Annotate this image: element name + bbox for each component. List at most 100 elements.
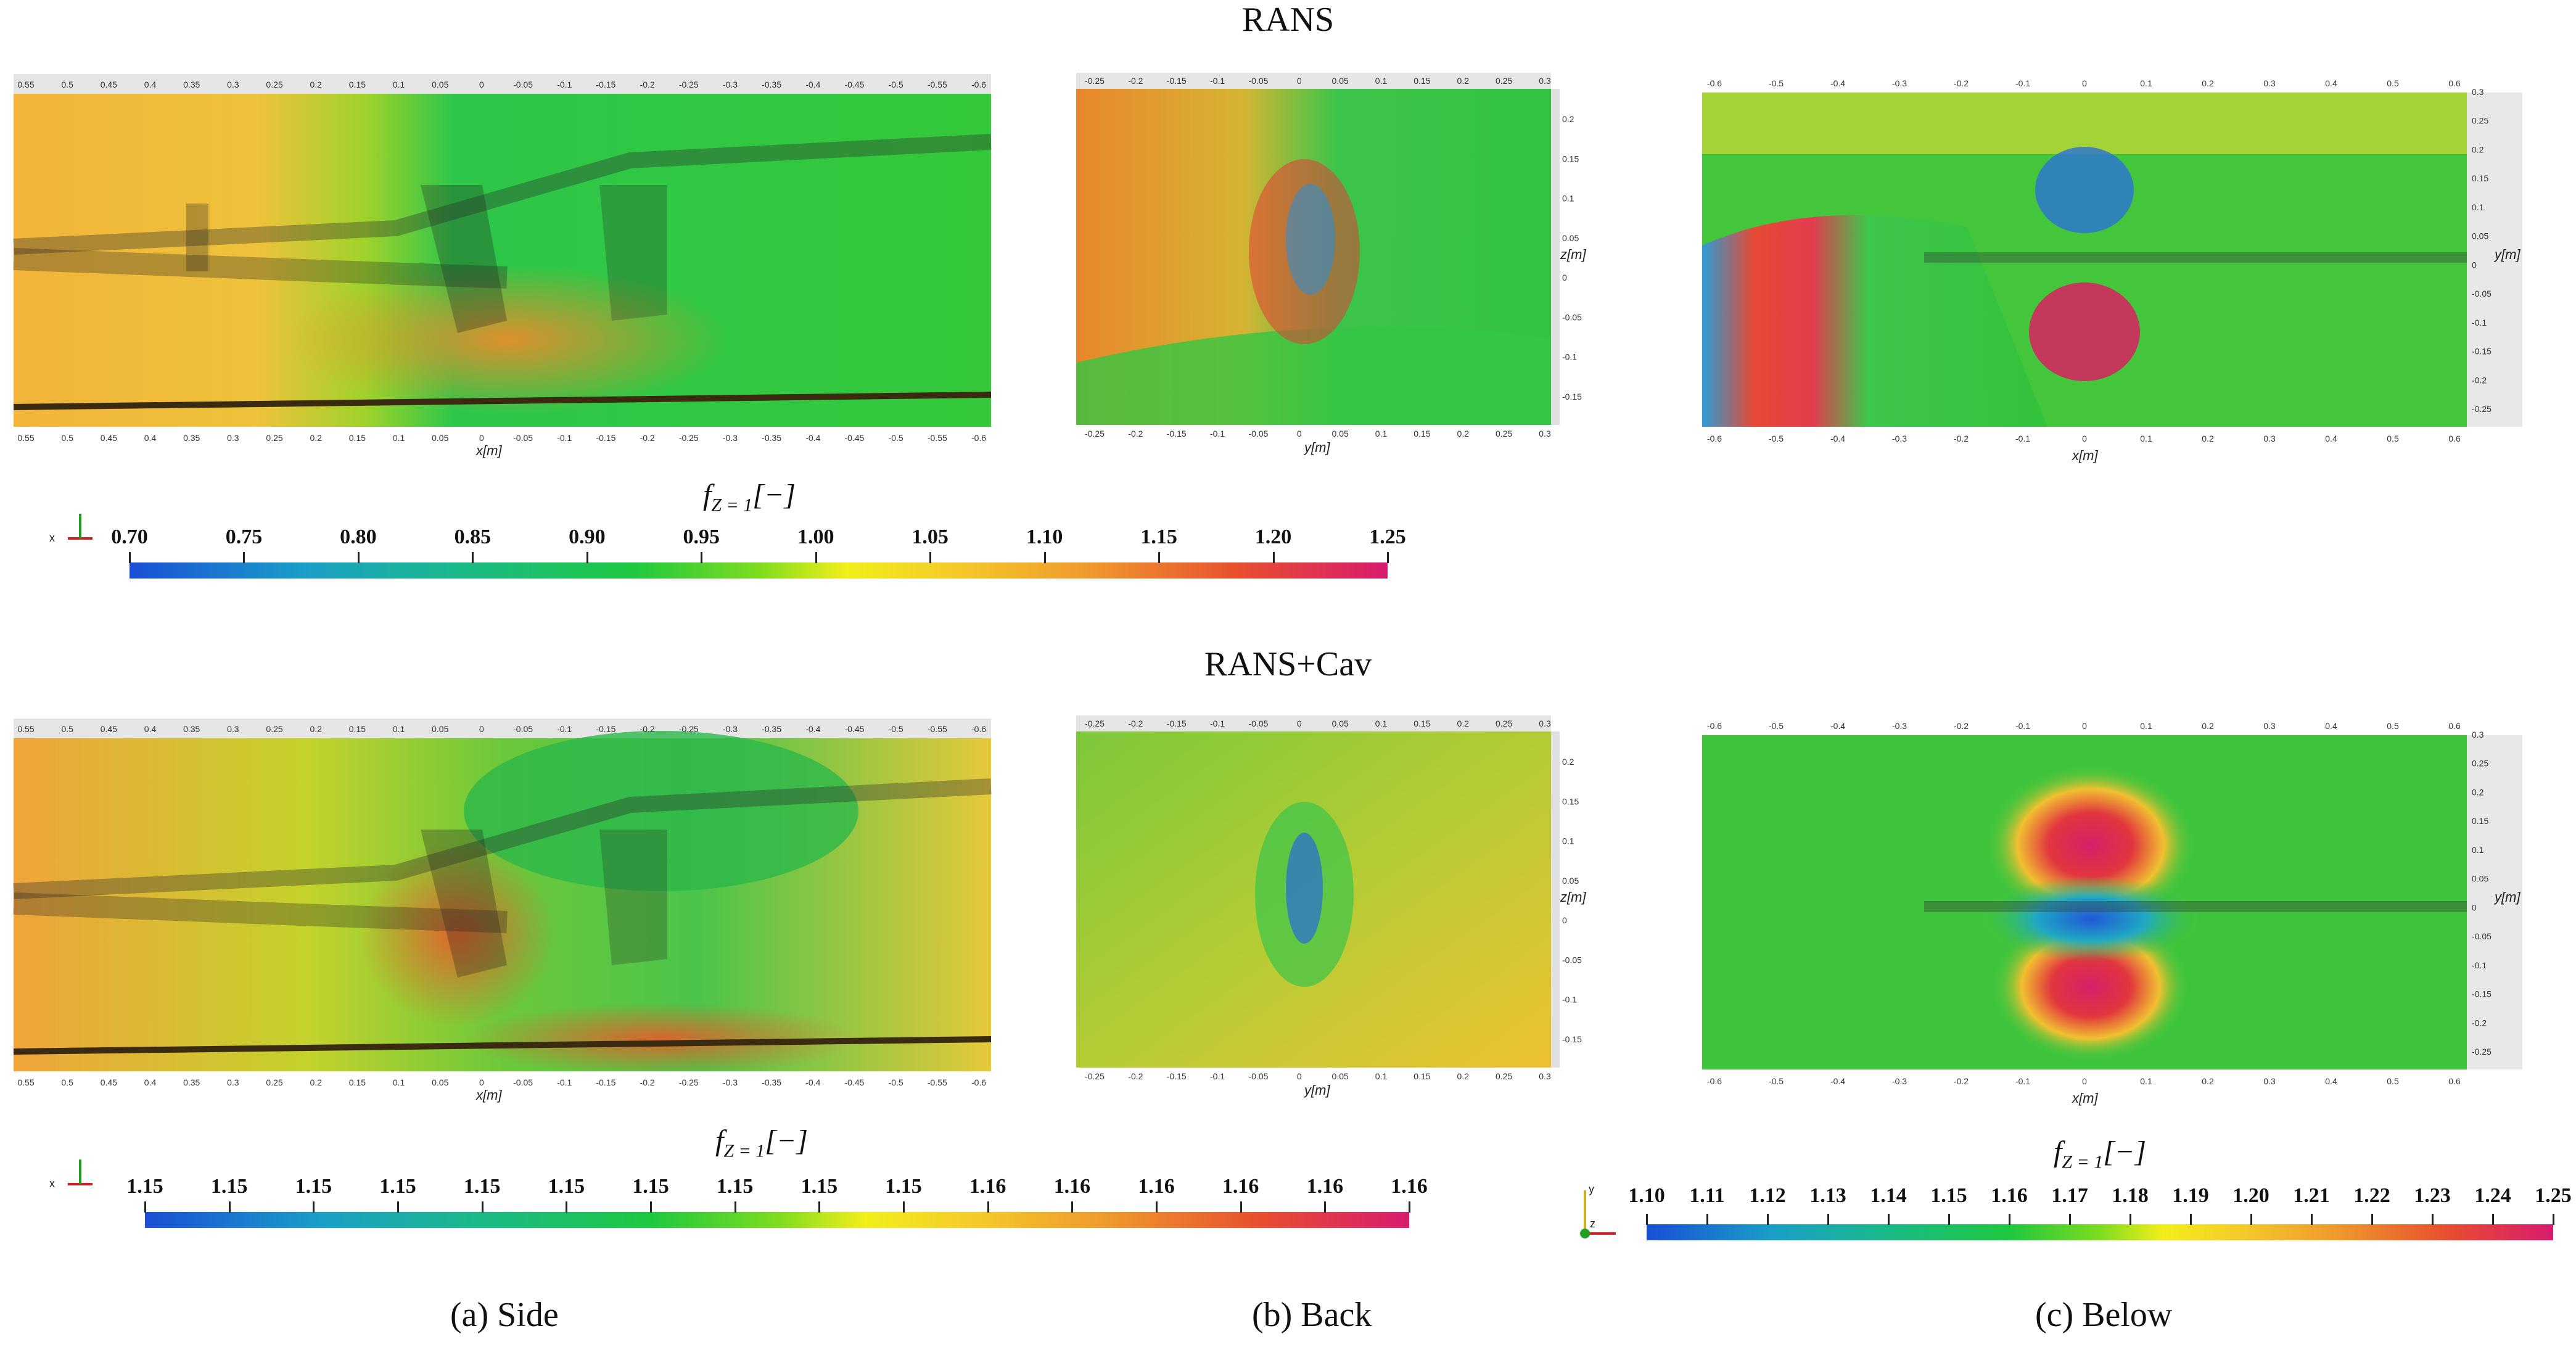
axis-triad-top-svg: x [49,514,93,544]
axis-tick-label: 0.2 [2202,721,2214,731]
axis-tick-label: 0.25 [266,80,282,89]
axis-tick-label: 0 [1562,273,1567,282]
side-view-rans-cav-plot: 0.55 0.55 0.5 0.5 0.45 0.45 0.4 0.4 0.35 0.35 0.3 0… [13,719,992,1101]
axis-tick-label: 0.2 [310,80,322,89]
colorbar-tick-label: 1.25 [2535,1184,2572,1207]
colorbar-bottom-left-label: fZ = 1[−] [715,1124,808,1162]
axis-tick-label: 0.2 [2472,787,2484,797]
below-view-rans: -0.6 -0.6 -0.5 -0.5 -0.4 -0.4 -0.3 -0.3 -0.2 -0.2… [1690,73,2522,468]
axis-tick-label: -0.05 [1248,429,1268,439]
axis-tick-label: -0.2 [1954,78,1969,88]
colorbar-tick-mark [903,1201,905,1213]
back-y-axis-label: y[m] [1304,440,1330,455]
axis-tick-label: 0.2 [1457,719,1470,728]
axis-tick-label: -0.1 [1562,995,1577,1005]
below-cav-x-axis-label: x[m] [2072,1090,2098,1106]
axis-tick-label: -0.2 [640,80,655,89]
axis-tick-label: 0.3 [2263,1076,2276,1086]
axis-tick-label: 0.2 [310,433,322,443]
colorbar-bottom-right [1647,1224,2553,1240]
colorbar-tick-label: 1.16 [1991,1184,2028,1207]
axis-tick-label: -0.1 [1210,76,1225,86]
axis-tick-label: 0.55 [17,80,34,89]
axis-tick-label: 0.2 [2202,1076,2214,1086]
axis-tick-label: -0.55 [928,433,947,443]
axis-tick-label: -0.6 [1707,721,1722,731]
colorbar-bottom-right-label: fZ = 1[−] [2054,1135,2146,1173]
axis-tick-label: -0.25 [679,433,699,443]
colorbar-tick-label: 1.22 [2353,1184,2390,1207]
axis-tick-label: 0 [1562,915,1567,925]
axis-tick-label: -0.4 [1830,721,1845,731]
axis-tick-label: -0.25 [1085,76,1105,86]
axis-tick-label: 0.25 [266,724,282,734]
axis-triad-top: x [43,505,99,551]
side-x-axis-label: x[m] [476,443,502,458]
axis-tick-label: 0.45 [101,433,117,443]
axis-tick-label: 0.15 [349,80,366,89]
axis-tick-label: 0.3 [227,1077,239,1087]
axis-tick-label: -0.2 [1954,721,1969,731]
axis-tick-label: 0.3 [227,433,239,443]
colorbar-top-marks [129,552,1389,563]
axis-tick-label: -0.05 [1248,1071,1268,1081]
colorbar-tick-mark [2250,1214,2252,1225]
colorbar-tick-label: 1.15 [632,1175,669,1198]
axis-tick-label: -0.2 [1954,1076,1969,1086]
axis-tick-label: 0.1 [1375,429,1388,439]
axis-tick-label: 0.3 [227,724,239,734]
back-cav-y-axis-label: y[m] [1304,1082,1330,1098]
axis-tick-label: 0.3 [2263,721,2276,731]
axis-tick-label: 0 [2082,434,2087,443]
axis-tick-label: -0.15 [1167,76,1187,86]
colorbar-tick-mark [2069,1214,2071,1225]
colorbar-tick-mark [2371,1214,2373,1225]
colorbar-tick-label: 1.17 [2051,1184,2088,1207]
axis-tick-label: -0.2 [640,433,655,443]
axis-tick-label: 0.05 [1332,719,1349,728]
side-view-rans-plot: 0.55 0.55 0.5 0.5 0.45 0.45 0.4 0.4 0.35 0.35 0.3 0… [13,74,992,456]
colorbar-bottom-left-marks [144,1201,1410,1213]
axis-tick-label: 0 [2082,1076,2087,1086]
colorbar-tick-mark [1272,552,1275,563]
axis-tick-label: 0.15 [1562,154,1579,163]
axis-tick-label: -0.15 [596,80,615,89]
axis-tick-label: -0.15 [596,1077,615,1087]
colorbar-tick-label: 1.25 [1369,525,1406,548]
axis-tick-label: 0 [479,433,484,443]
axis-tick-label: -0.1 [1210,719,1225,728]
axis-tick-label: 0.15 [2472,816,2488,826]
colorbar-tick-label: 1.15 [885,1175,922,1198]
colorbar-bottom-right-label-unit: [−] [2103,1135,2147,1168]
axis-tick-label: 0.25 [1496,429,1512,439]
axis-tick-label: 0.2 [2202,434,2214,443]
axis-tick-label: -0.2 [1128,429,1143,439]
back-view-rans: -0.25 -0.25 -0.2 -0.2 -0.15 -0.15 -0.1 -0.1 -0.0… [1076,73,1586,461]
colorbar-tick-mark [1706,1214,1708,1225]
colorbar-top-label-unit: [−] [752,479,796,511]
axis-tick-label: -0.25 [1085,429,1105,439]
axis-tick-label: -0.15 [1167,1071,1187,1081]
axis-tick-label: -0.1 [2472,318,2487,327]
colorbar-tick-mark [701,552,703,563]
colorbar-tick-label: 1.15 [463,1175,501,1198]
colorbar-tick-label: 0.75 [225,525,263,548]
axis-tick-label: 0.15 [349,724,366,734]
colorbar-top [130,562,1388,579]
axis-tick-label: 0.1 [393,80,405,89]
axis-tick-label: 0.25 [266,1077,282,1087]
axis-tick-label: 0.1 [393,724,405,734]
axis-tick-label: -0.25 [1085,1071,1105,1081]
axis-tick-label: 0.1 [1375,1071,1388,1081]
colorbar-tick-mark [2492,1214,2494,1225]
colorbar-tick-label: 1.15 [716,1175,754,1198]
colorbar-tick-mark [1888,1214,1890,1225]
colorbar-tick-mark [2432,1214,2434,1225]
axis-tick-label: -0.2 [1128,719,1143,728]
colorbar-tick-label: 1.15 [1930,1184,1967,1207]
axis-tick-label: 0.3 [2263,434,2276,443]
colorbar-tick-label: 1.20 [2232,1184,2269,1207]
axis-tick-label: -0.1 [2015,78,2030,88]
axis-tick-label: -0.5 [1769,721,1784,731]
colorbar-tick-label: 1.15 [210,1175,248,1198]
